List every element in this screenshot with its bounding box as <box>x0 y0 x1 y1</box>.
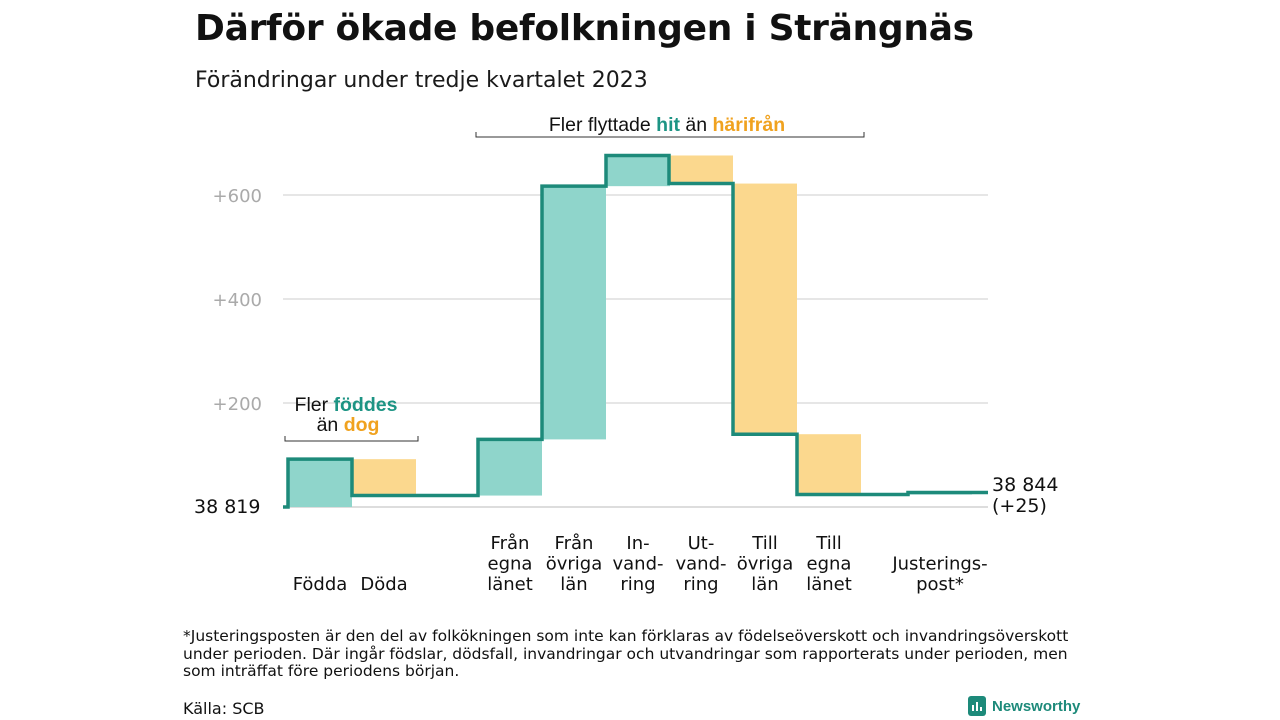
start-value-label: 38 819 <box>194 496 260 518</box>
waterfall-bar <box>797 434 861 495</box>
category-label: Till egna länet <box>806 533 852 595</box>
newsworthy-icon <box>968 696 986 716</box>
waterfall-bar <box>478 439 542 496</box>
chart-subtitle: Förändringar under tredje kvartalet 2023 <box>195 68 648 93</box>
waterfall-bar <box>606 155 670 187</box>
brand-name: Newsworthy <box>992 697 1081 715</box>
source-label: Källa: SCB <box>183 699 265 718</box>
category-label: Från egna länet <box>487 533 533 595</box>
category-label: Ut-vand-ring <box>675 533 726 595</box>
y-tick-label: +200 <box>213 394 262 415</box>
births-annotation-line2: än dog <box>317 414 380 436</box>
category-label: In-vand-ring <box>612 533 663 595</box>
waterfall-bar <box>352 459 416 496</box>
waterfall-bar <box>288 459 352 507</box>
y-tick-label: +400 <box>213 290 262 311</box>
footnote: *Justeringsposten är den del av folkökni… <box>183 627 1069 680</box>
births-bracket <box>284 436 419 442</box>
y-tick-label: +600 <box>213 186 262 207</box>
category-label: Från övriga län <box>546 533 603 595</box>
births-annotation-line1: Fler föddes <box>295 394 398 416</box>
newsworthy-logo: Newsworthy <box>968 696 1080 716</box>
waterfall-bar <box>733 183 797 435</box>
category-label: Döda <box>360 574 407 595</box>
waterfall-bar <box>542 186 606 440</box>
category-label: Födda <box>293 574 348 595</box>
end-value-label: 38 844 <box>992 474 1058 496</box>
end-change-label: (+25) <box>992 495 1047 517</box>
waterfall-bar <box>669 155 733 184</box>
migration-bracket <box>475 132 865 138</box>
chart-title: Därför ökade befolkningen i Strängnäs <box>195 8 974 49</box>
cumulative-line <box>283 153 988 509</box>
category-label: Till övriga län <box>737 533 794 595</box>
migration-annotation: Fler flyttade hit än härifrån <box>549 113 785 136</box>
category-label: Justerings-post* <box>891 554 987 596</box>
